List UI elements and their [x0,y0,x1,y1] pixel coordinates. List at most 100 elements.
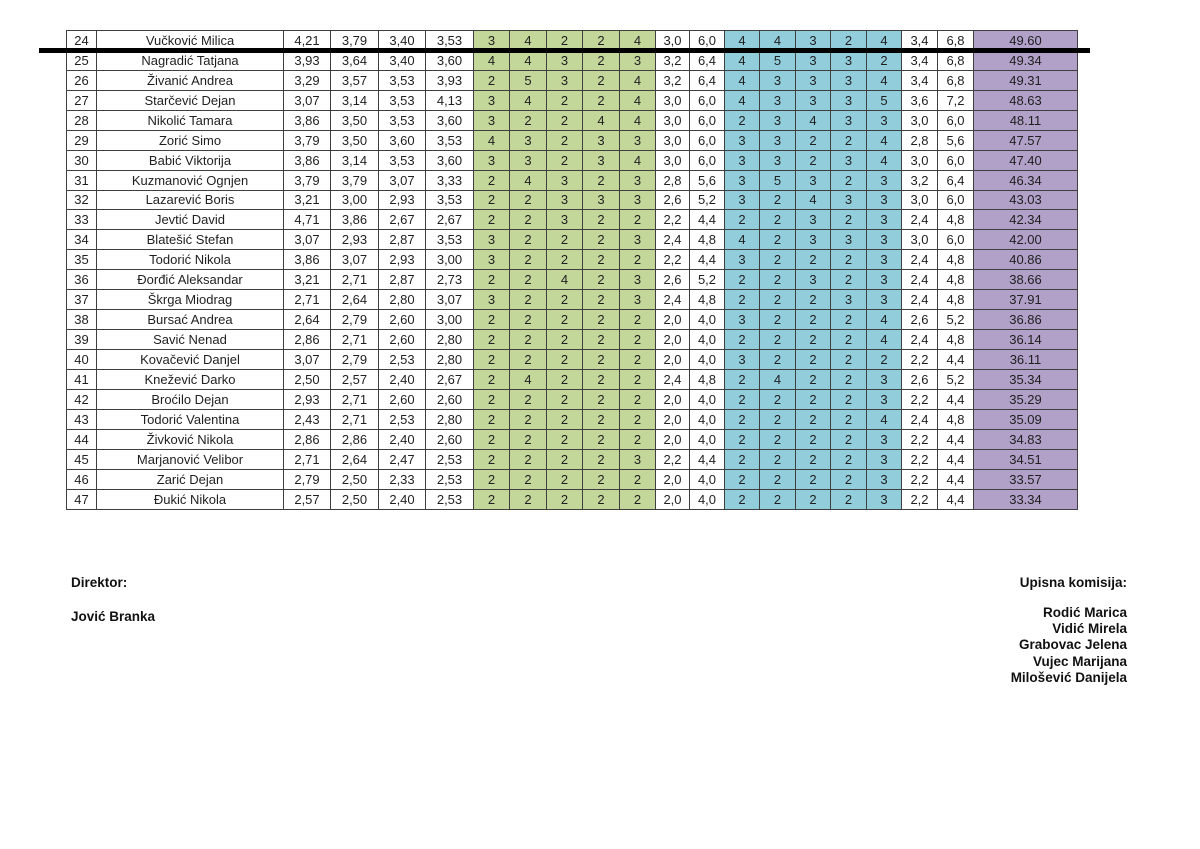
cell-exam2-subtotal: 2,4 [901,249,938,271]
cell-exam1-subtotal: 4,0 [689,468,725,490]
cell-exam1-point: 2 [582,249,620,271]
cell-student-name: Babić Viktorija [96,149,284,171]
cell-exam1-point: 2 [509,189,547,211]
cell-total-score: 47.57 [973,129,1078,151]
cell-exam2-point: 3 [759,89,796,111]
cell-total-score: 43.03 [973,189,1078,211]
cell-total-score: 35.09 [973,408,1078,430]
cell-grade-average: 2,43 [283,408,331,430]
cell-exam1-point: 3 [619,229,656,251]
cell-grade-average: 2,87 [378,229,426,251]
cell-exam2-point: 3 [866,249,902,271]
cell-exam1-subtotal: 2,8 [655,169,690,191]
cell-exam2-subtotal: 2,6 [901,309,938,331]
cell-exam1-point: 4 [509,89,547,111]
cell-total-score: 33.34 [973,488,1078,510]
cell-exam1-subtotal: 2,4 [655,289,690,311]
cell-exam2-point: 2 [795,488,831,510]
cell-total-score: 48.63 [973,89,1078,111]
cell-exam2-point: 2 [759,209,796,231]
cell-exam1-point: 2 [509,209,547,231]
cell-exam1-subtotal: 4,4 [689,209,725,231]
cell-rank: 44 [66,428,97,450]
cell-grade-average: 3,53 [378,89,426,111]
cell-exam1-subtotal: 2,0 [655,468,690,490]
cell-exam2-point: 4 [866,408,902,430]
cell-exam2-point: 3 [866,189,902,211]
cell-exam2-point: 3 [866,289,902,311]
cell-student-name: Kuzmanović Ognjen [96,169,284,191]
cell-exam2-subtotal: 7,2 [937,89,974,111]
cell-exam1-point: 4 [509,368,547,390]
cell-student-name: Todorić Valentina [96,408,284,430]
cell-exam2-point: 3 [866,488,902,510]
cell-exam2-point: 4 [759,368,796,390]
cell-exam2-point: 3 [795,69,831,91]
cell-exam1-point: 3 [473,109,510,131]
cell-exam1-point: 2 [546,30,583,51]
cell-student-name: Škrga Miodrag [96,289,284,311]
cell-rank: 27 [66,89,97,111]
cell-student-name: Zorić Simo [96,129,284,151]
cell-exam1-point: 3 [582,149,620,171]
cell-exam2-point: 3 [759,109,796,131]
cell-grade-average: 2,50 [330,468,379,490]
cell-exam1-point: 3 [619,49,656,71]
cell-exam2-point: 2 [795,448,831,470]
commission-member-name: Grabovac Jelena [1018,637,1127,653]
cell-exam1-point: 2 [473,309,510,331]
cell-exam2-point: 4 [866,309,902,331]
cell-exam2-subtotal: 4,8 [937,329,974,350]
cell-exam2-point: 2 [795,149,831,171]
cell-exam1-point: 4 [546,269,583,291]
cell-grade-average: 3,40 [378,30,426,51]
cell-student-name: Lazarević Boris [96,189,284,211]
cell-rank: 43 [66,408,97,430]
cell-exam2-point: 2 [759,468,796,490]
cell-grade-average: 3,00 [330,189,379,211]
cell-exam2-subtotal: 6,8 [937,69,974,91]
cell-exam2-subtotal: 2,2 [901,388,938,410]
cell-exam1-point: 2 [546,249,583,271]
cell-student-name: Starčević Dejan [96,89,284,111]
table-row: 29 Zorić Simo 3,79 3,50 3,60 3,53 4 3 2 3 3 3,0 6,0 3… [66,129,1078,151]
cell-exam1-point: 2 [473,169,510,191]
cell-exam1-subtotal: 6,4 [689,49,725,71]
cell-grade-average: 3,21 [283,189,331,211]
commission-signature-block: Upisna komisija: Rodić Marica Vidić Mire… [1011,575,1127,686]
cell-exam2-point: 3 [830,89,867,111]
cell-rank: 33 [66,209,97,231]
cell-exam1-point: 2 [546,89,583,111]
cell-total-score: 46.34 [973,169,1078,191]
cell-exam1-point: 4 [509,169,547,191]
cell-exam2-point: 2 [759,309,796,331]
cell-exam1-point: 3 [546,69,583,91]
cell-exam2-subtotal: 4,4 [937,448,974,470]
cell-grade-average: 2,93 [330,229,379,251]
cell-exam1-point: 2 [473,69,510,91]
table-row: 45 Marjanović Velibor 2,71 2,64 2,47 2,53 2 2 2 2… [66,448,1078,470]
cell-grade-average: 3,86 [283,109,331,131]
cell-rank: 47 [66,488,97,510]
cell-total-score: 49.34 [973,49,1078,71]
cell-exam2-subtotal: 6,0 [937,109,974,131]
cell-student-name: Kovačević Danjel [96,349,284,370]
cell-total-score: 42.34 [973,209,1078,231]
cell-exam1-point: 2 [582,209,620,231]
cell-grade-average: 3,86 [283,149,331,171]
table-row: 33 Jevtić David 4,71 3,86 2,67 2,67 2 2 3 2 2 2,2 4,… [66,209,1078,231]
cell-exam2-point: 3 [759,129,796,151]
cell-exam2-point: 3 [830,289,867,311]
cell-exam2-point: 3 [830,69,867,91]
cell-grade-average: 2,67 [425,209,474,231]
cell-grade-average: 2,71 [330,408,379,430]
cell-grade-average: 2,33 [378,468,426,490]
cell-grade-average: 3,21 [283,269,331,291]
cell-grade-average: 3,79 [283,169,331,191]
cell-exam1-subtotal: 2,6 [655,189,690,211]
cell-exam2-subtotal: 2,2 [901,349,938,370]
cell-exam1-point: 4 [619,149,656,171]
director-label: Direktor: [71,575,128,590]
cell-exam1-point: 2 [546,309,583,331]
cell-grade-average: 2,71 [330,388,379,410]
